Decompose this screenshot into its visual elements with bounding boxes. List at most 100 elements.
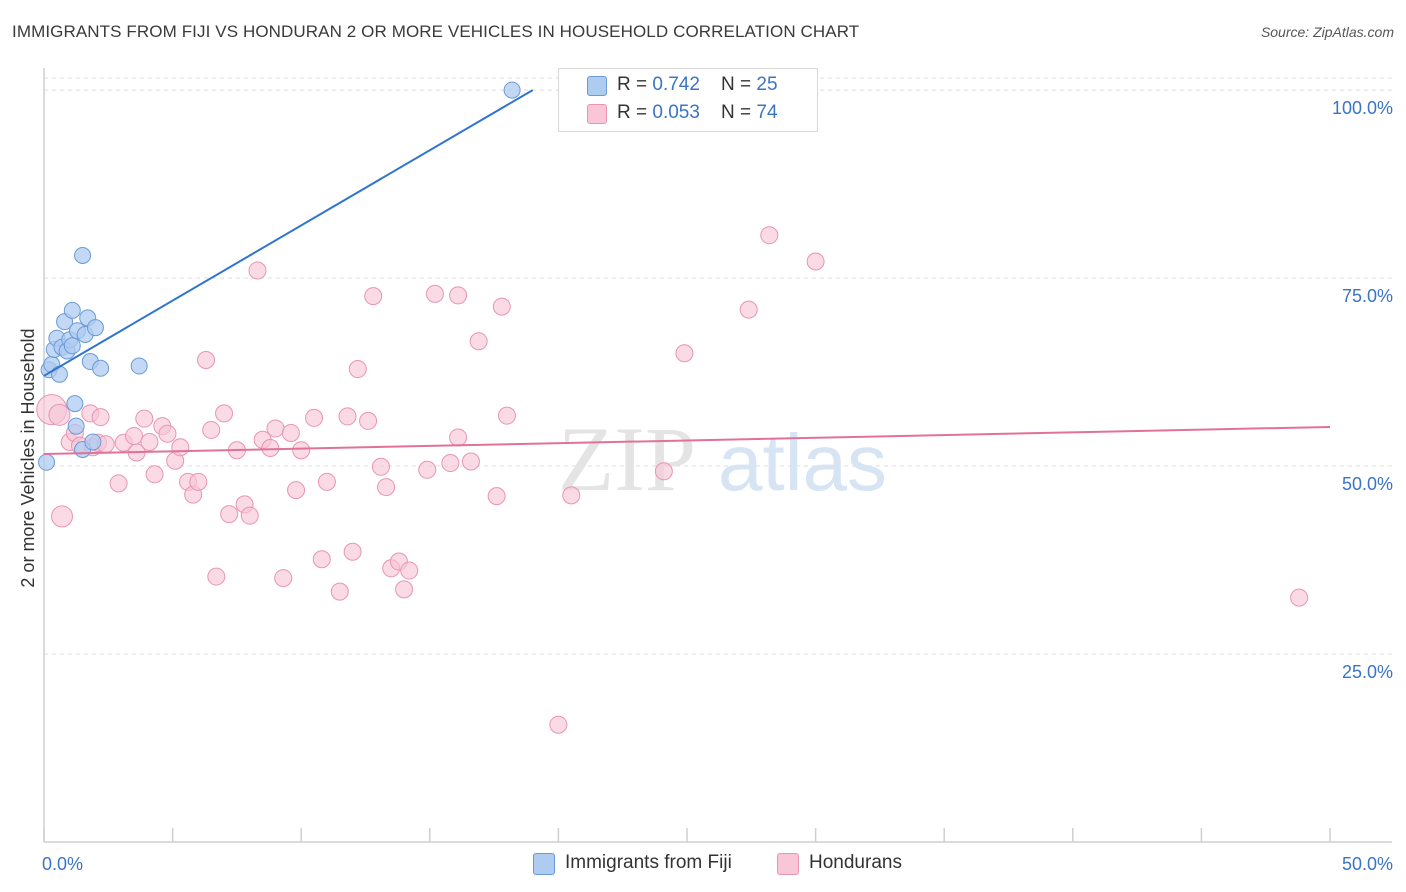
honduran-point bbox=[497, 406, 516, 425]
r-label: R = bbox=[617, 102, 653, 123]
honduran-point bbox=[425, 284, 444, 303]
watermark-zip: ZIP bbox=[558, 408, 696, 510]
honduran-point bbox=[125, 426, 144, 445]
honduran-point bbox=[197, 351, 216, 370]
honduran-point bbox=[654, 462, 673, 481]
honduran-point bbox=[109, 474, 128, 493]
honduran-point bbox=[274, 569, 293, 588]
honduran-point bbox=[377, 478, 396, 497]
honduran-point bbox=[400, 561, 419, 580]
honduran-point bbox=[48, 403, 71, 426]
n-value: 25 bbox=[756, 74, 778, 95]
x-tick-label: 50.0% bbox=[1342, 854, 1393, 874]
x-tick-label: 0.0% bbox=[42, 854, 83, 874]
honduran-point bbox=[1290, 588, 1309, 607]
honduran-point bbox=[739, 300, 758, 319]
r-value: 0.742 bbox=[652, 74, 700, 95]
fiji-point bbox=[63, 301, 81, 319]
honduran-point bbox=[449, 428, 468, 447]
hondurans-legend-swatch bbox=[777, 853, 799, 875]
honduran-point bbox=[364, 287, 383, 306]
honduran-point bbox=[248, 261, 267, 280]
honduran-point bbox=[240, 506, 259, 525]
fiji-point bbox=[503, 81, 521, 99]
fiji-point bbox=[50, 365, 68, 383]
honduran-point bbox=[348, 360, 367, 379]
fiji-points bbox=[38, 81, 521, 471]
fiji-trend-line bbox=[43, 89, 534, 377]
honduran-point bbox=[487, 487, 506, 506]
honduran-point bbox=[266, 419, 285, 438]
honduran-point bbox=[215, 404, 234, 423]
n-label: N = bbox=[721, 74, 757, 95]
fiji-point bbox=[63, 337, 81, 355]
honduran-point bbox=[317, 472, 336, 491]
honduran-point bbox=[395, 580, 414, 599]
fiji-point bbox=[38, 453, 56, 471]
honduran-point bbox=[281, 423, 300, 442]
honduran-point bbox=[202, 420, 221, 439]
legend-text-hondurans: R = 0.053 N = 74 bbox=[617, 102, 778, 124]
n-label: N = bbox=[721, 102, 757, 123]
y-tick-label: 100.0% bbox=[1332, 98, 1393, 118]
honduran-point bbox=[469, 332, 488, 351]
honduran-point bbox=[418, 460, 437, 479]
y-tick-label: 25.0% bbox=[1342, 662, 1393, 682]
honduran-point bbox=[675, 344, 694, 363]
honduran-point bbox=[287, 481, 306, 500]
fiji-point bbox=[84, 433, 102, 451]
honduran-point bbox=[261, 438, 280, 457]
fiji-point bbox=[67, 417, 85, 435]
honduran-point bbox=[51, 505, 74, 528]
honduran-point bbox=[806, 252, 825, 271]
stats-legend: R = 0.742 N = 25 R = 0.053 N = 74 bbox=[558, 68, 818, 132]
honduran-point bbox=[305, 408, 324, 427]
r-value: 0.053 bbox=[652, 102, 700, 123]
honduran-point bbox=[330, 582, 349, 601]
fiji-point bbox=[86, 319, 104, 337]
honduran-point bbox=[760, 226, 779, 245]
hondurans-legend-label: Hondurans bbox=[809, 852, 902, 873]
honduran-point bbox=[220, 505, 239, 524]
honduran-point bbox=[359, 411, 378, 430]
hondurans-swatch bbox=[587, 104, 607, 124]
honduran-point bbox=[292, 441, 311, 460]
fiji-point bbox=[130, 357, 148, 375]
source-label: Source: ZipAtlas.com bbox=[1260, 24, 1394, 40]
honduran-point bbox=[189, 472, 208, 491]
honduran-point bbox=[158, 424, 177, 443]
fiji-legend-label: Immigrants from Fiji bbox=[565, 852, 732, 873]
hondurans-trend-line bbox=[43, 425, 1331, 456]
honduran-point bbox=[549, 715, 568, 734]
honduran-point bbox=[171, 438, 190, 457]
chart-title: IMMIGRANTS FROM FIJI VS HONDURAN 2 OR MO… bbox=[12, 22, 860, 41]
legend-text-fiji: R = 0.742 N = 25 bbox=[617, 74, 778, 96]
honduran-point bbox=[91, 408, 110, 427]
fiji-legend-swatch bbox=[533, 853, 555, 875]
y-axis-label: 2 or more Vehicles in Household bbox=[18, 328, 38, 587]
fiji-point bbox=[66, 395, 84, 413]
honduran-point bbox=[371, 457, 390, 476]
grid-lines bbox=[44, 77, 1392, 655]
fiji-point bbox=[92, 359, 110, 377]
honduran-point bbox=[492, 297, 511, 316]
honduran-point bbox=[312, 550, 331, 569]
r-label: R = bbox=[617, 74, 653, 95]
honduran-point bbox=[441, 454, 460, 473]
trend-lines bbox=[43, 89, 1331, 456]
fiji-swatch bbox=[587, 76, 607, 96]
honduran-point bbox=[343, 542, 362, 561]
honduran-point bbox=[145, 465, 164, 484]
y-tick-label: 75.0% bbox=[1342, 286, 1393, 306]
watermark-atlas: atlas bbox=[718, 418, 887, 507]
honduran-point bbox=[338, 407, 357, 426]
honduran-point bbox=[449, 286, 468, 305]
y-tick-label: 50.0% bbox=[1342, 474, 1393, 494]
honduran-point bbox=[135, 409, 154, 428]
watermark: ZIP atlas bbox=[558, 408, 887, 510]
n-value: 74 bbox=[756, 102, 778, 123]
fiji-point bbox=[74, 247, 92, 264]
honduran-point bbox=[461, 452, 480, 471]
honduran-point bbox=[207, 567, 226, 586]
